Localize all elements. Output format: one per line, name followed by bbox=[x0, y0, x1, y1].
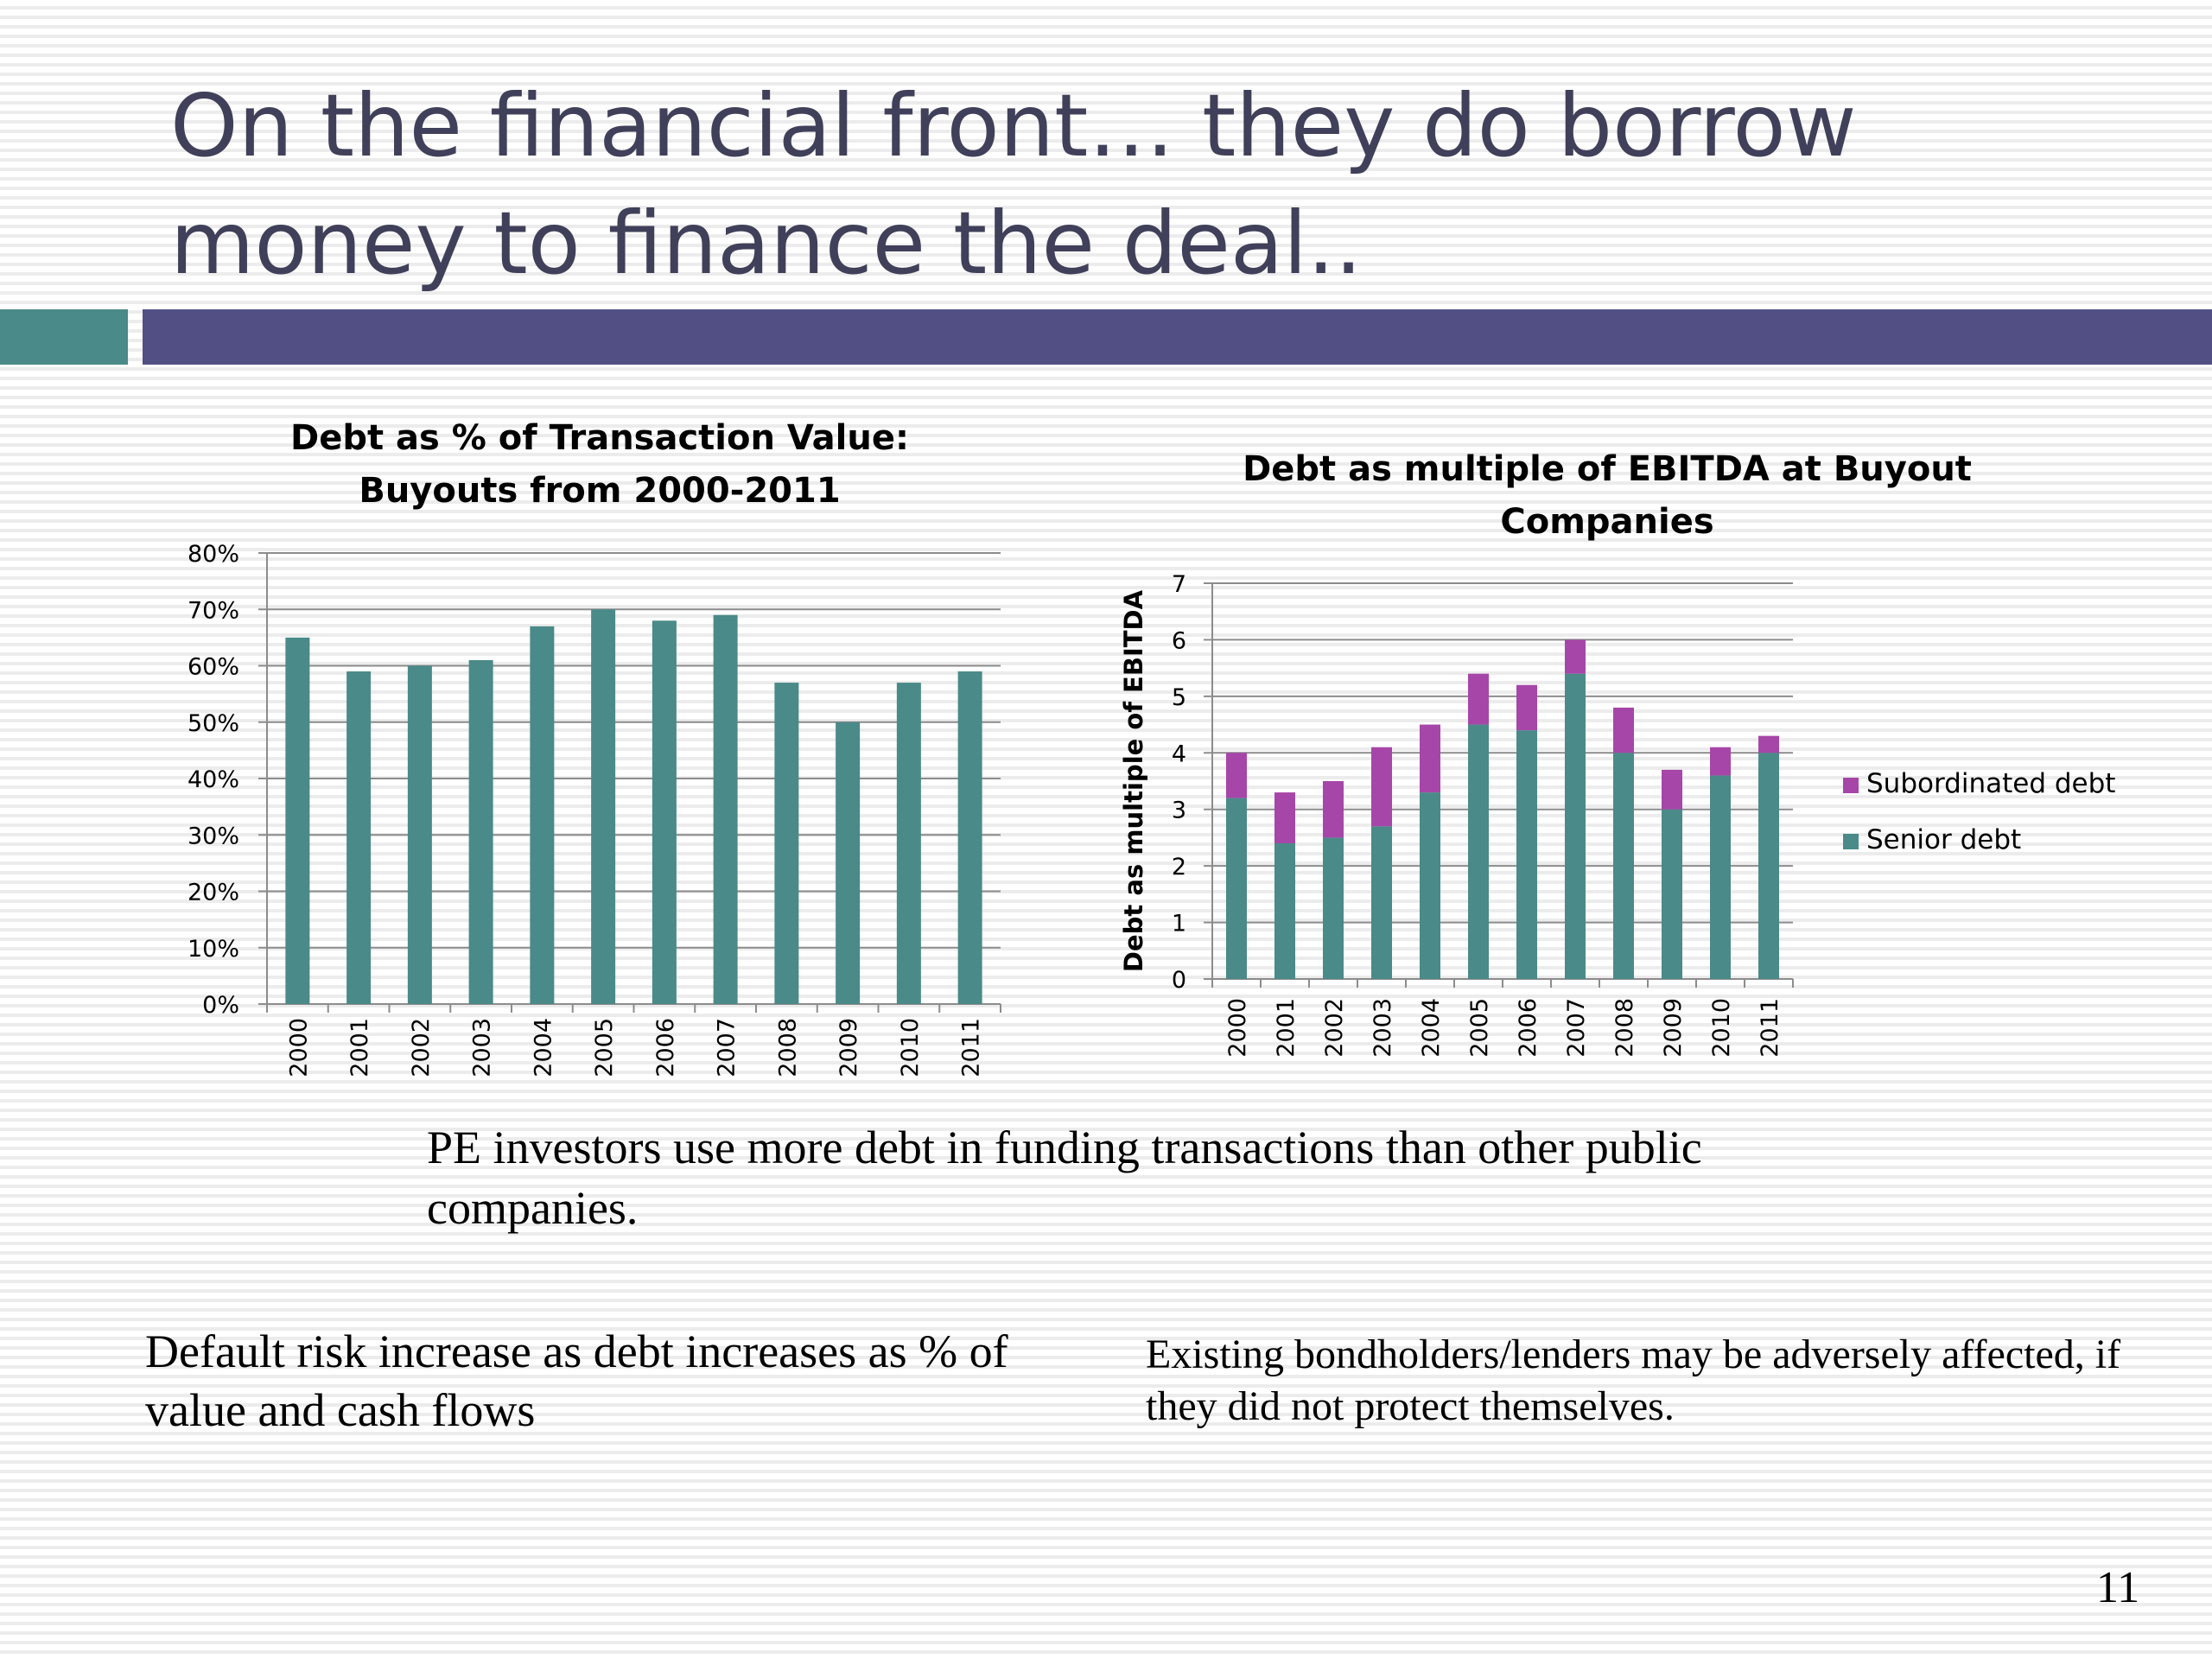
chart2-bar-subordinated bbox=[1323, 781, 1344, 838]
chart2-x-tick-label: 2006 bbox=[1515, 998, 1541, 1058]
chart1-x-tick-label: 2006 bbox=[652, 1018, 679, 1077]
chart2-y-tick-label: 2 bbox=[1172, 854, 1186, 880]
chart2-bar-senior bbox=[1420, 792, 1440, 979]
chart1-bar bbox=[468, 659, 493, 1004]
chart2-bar-subordinated bbox=[1710, 747, 1731, 776]
chart2-bar-subordinated bbox=[1226, 753, 1247, 798]
chart2-x-tick-label: 2007 bbox=[1563, 998, 1590, 1058]
chart1-x-tick-label: 2002 bbox=[408, 1018, 435, 1077]
chart1-bar bbox=[774, 683, 799, 1004]
chart1-y-tick-label: 70% bbox=[188, 597, 239, 624]
chart1-x-tick-label: 2008 bbox=[774, 1018, 801, 1077]
chart2-y-axis-title: Debt as multiple of EBITDA bbox=[1119, 589, 1148, 972]
chart2-bar-subordinated bbox=[1420, 724, 1440, 793]
chart2-bar-senior bbox=[1758, 753, 1779, 979]
chart1-x-tick-label: 2010 bbox=[897, 1018, 924, 1077]
chart2-bar-subordinated bbox=[1274, 792, 1295, 843]
chart2-bar-senior bbox=[1274, 842, 1295, 979]
chart2-x-tick-label: 2008 bbox=[1611, 998, 1638, 1058]
chart1-bar bbox=[836, 721, 861, 1004]
chart2-bar-subordinated bbox=[1371, 747, 1392, 827]
chart1-x-tick-label: 2001 bbox=[346, 1018, 373, 1077]
chart1-bar bbox=[407, 665, 432, 1004]
chart2-bar-senior bbox=[1226, 798, 1247, 979]
chart2-x-tick-label: 2010 bbox=[1708, 998, 1735, 1058]
chart1-bar bbox=[285, 637, 310, 1004]
chart2-bar-senior bbox=[1371, 826, 1392, 979]
chart2-x-tick-label: 2002 bbox=[1321, 998, 1348, 1058]
chart2-bar-senior bbox=[1565, 673, 1586, 979]
chart2-x-tick-label: 2001 bbox=[1273, 998, 1300, 1058]
chart1-bar bbox=[713, 614, 738, 1004]
chart2-y-tick-label: 3 bbox=[1172, 798, 1186, 824]
chart2-bar-subordinated bbox=[1468, 673, 1489, 725]
chart1-y-tick-label: 50% bbox=[188, 710, 239, 737]
chart2-bar-senior bbox=[1710, 775, 1731, 979]
chart1-bar bbox=[530, 626, 555, 1004]
chart2-legend-label: Subordinated debt bbox=[1866, 768, 2115, 799]
chart2-bar-subordinated bbox=[1516, 684, 1537, 731]
chart2-x-tick-label: 2003 bbox=[1370, 998, 1396, 1058]
chart1-x-tick-label: 2009 bbox=[836, 1018, 862, 1077]
chart2-y-tick-label: 6 bbox=[1172, 627, 1186, 654]
chart1-bar bbox=[957, 671, 982, 1004]
chart2-title-line: Debt as multiple of EBITDA at Buyout bbox=[1243, 449, 1972, 489]
bondholders-note: Existing bondholders/lenders may be adve… bbox=[1146, 1332, 2121, 1429]
chart1-x-tick-label: 2011 bbox=[958, 1018, 985, 1077]
chart2-legend-swatch bbox=[1843, 778, 1859, 793]
chart2-bar-senior bbox=[1468, 724, 1489, 979]
main-statement: PE investors use more debt in funding tr… bbox=[427, 1122, 1702, 1234]
chart2-y-tick-label: 5 bbox=[1172, 684, 1186, 711]
default-risk-note: Default risk increase as debt increases … bbox=[145, 1325, 1008, 1436]
chart1-y-tick-label: 30% bbox=[188, 823, 239, 849]
chart2-legend-swatch bbox=[1843, 834, 1859, 849]
chart2-y-tick-label: 0 bbox=[1172, 967, 1186, 994]
page-number: 11 bbox=[2096, 1563, 2140, 1612]
chart1-x-tick-label: 2000 bbox=[285, 1018, 312, 1077]
chart1-title-line: Buyouts from 2000-2011 bbox=[359, 471, 840, 511]
chart1-x-tick-label: 2005 bbox=[591, 1018, 618, 1077]
chart1-y-tick-label: 80% bbox=[188, 541, 239, 568]
chart1-y-tick-label: 40% bbox=[188, 766, 239, 793]
chart2-bar-subordinated bbox=[1758, 735, 1779, 753]
chart1-x-tick-label: 2003 bbox=[469, 1018, 496, 1077]
chart2-x-tick-label: 2004 bbox=[1418, 998, 1445, 1058]
chart2-bar-subordinated bbox=[1662, 769, 1682, 810]
chart2-x-tick-label: 2011 bbox=[1757, 998, 1783, 1058]
chart1-y-tick-label: 20% bbox=[188, 880, 239, 906]
chart2-bar-senior bbox=[1613, 753, 1634, 979]
chart2-y-tick-label: 4 bbox=[1172, 741, 1186, 767]
chart1-bar bbox=[652, 620, 677, 1004]
chart2-title-line: Companies bbox=[1500, 502, 1713, 542]
chart1-bar bbox=[346, 671, 372, 1004]
chart1-bar bbox=[896, 683, 921, 1004]
chart1-title-line: Debt as % of Transaction Value: bbox=[290, 418, 909, 458]
title-divider-bar bbox=[143, 309, 2212, 365]
chart2-y-tick-label: 7 bbox=[1172, 571, 1186, 598]
chart2-x-tick-label: 2005 bbox=[1466, 998, 1493, 1058]
chart1-x-tick-label: 2004 bbox=[530, 1018, 556, 1077]
chart2-bar-senior bbox=[1323, 837, 1344, 979]
chart1-y-tick-label: 10% bbox=[188, 936, 239, 963]
chart2-x-tick-label: 2009 bbox=[1660, 998, 1687, 1058]
chart1-x-tick-label: 2007 bbox=[714, 1018, 741, 1077]
chart1-bar bbox=[591, 609, 616, 1004]
chart1-y-tick-label: 0% bbox=[202, 992, 239, 1019]
chart2-legend-label: Senior debt bbox=[1866, 824, 2021, 855]
chart2-bar-senior bbox=[1516, 730, 1537, 979]
chart2-bar-senior bbox=[1662, 809, 1682, 979]
chart2-bar-subordinated bbox=[1613, 707, 1634, 753]
slide-title: On the financial front… they do borrow m… bbox=[170, 75, 1857, 294]
chart2-y-tick-label: 1 bbox=[1172, 911, 1186, 938]
chart1-y-tick-label: 60% bbox=[188, 654, 239, 681]
chart2-bar-subordinated bbox=[1565, 639, 1586, 674]
title-accent-bar bbox=[0, 309, 128, 365]
chart2-x-tick-label: 2000 bbox=[1224, 998, 1251, 1058]
